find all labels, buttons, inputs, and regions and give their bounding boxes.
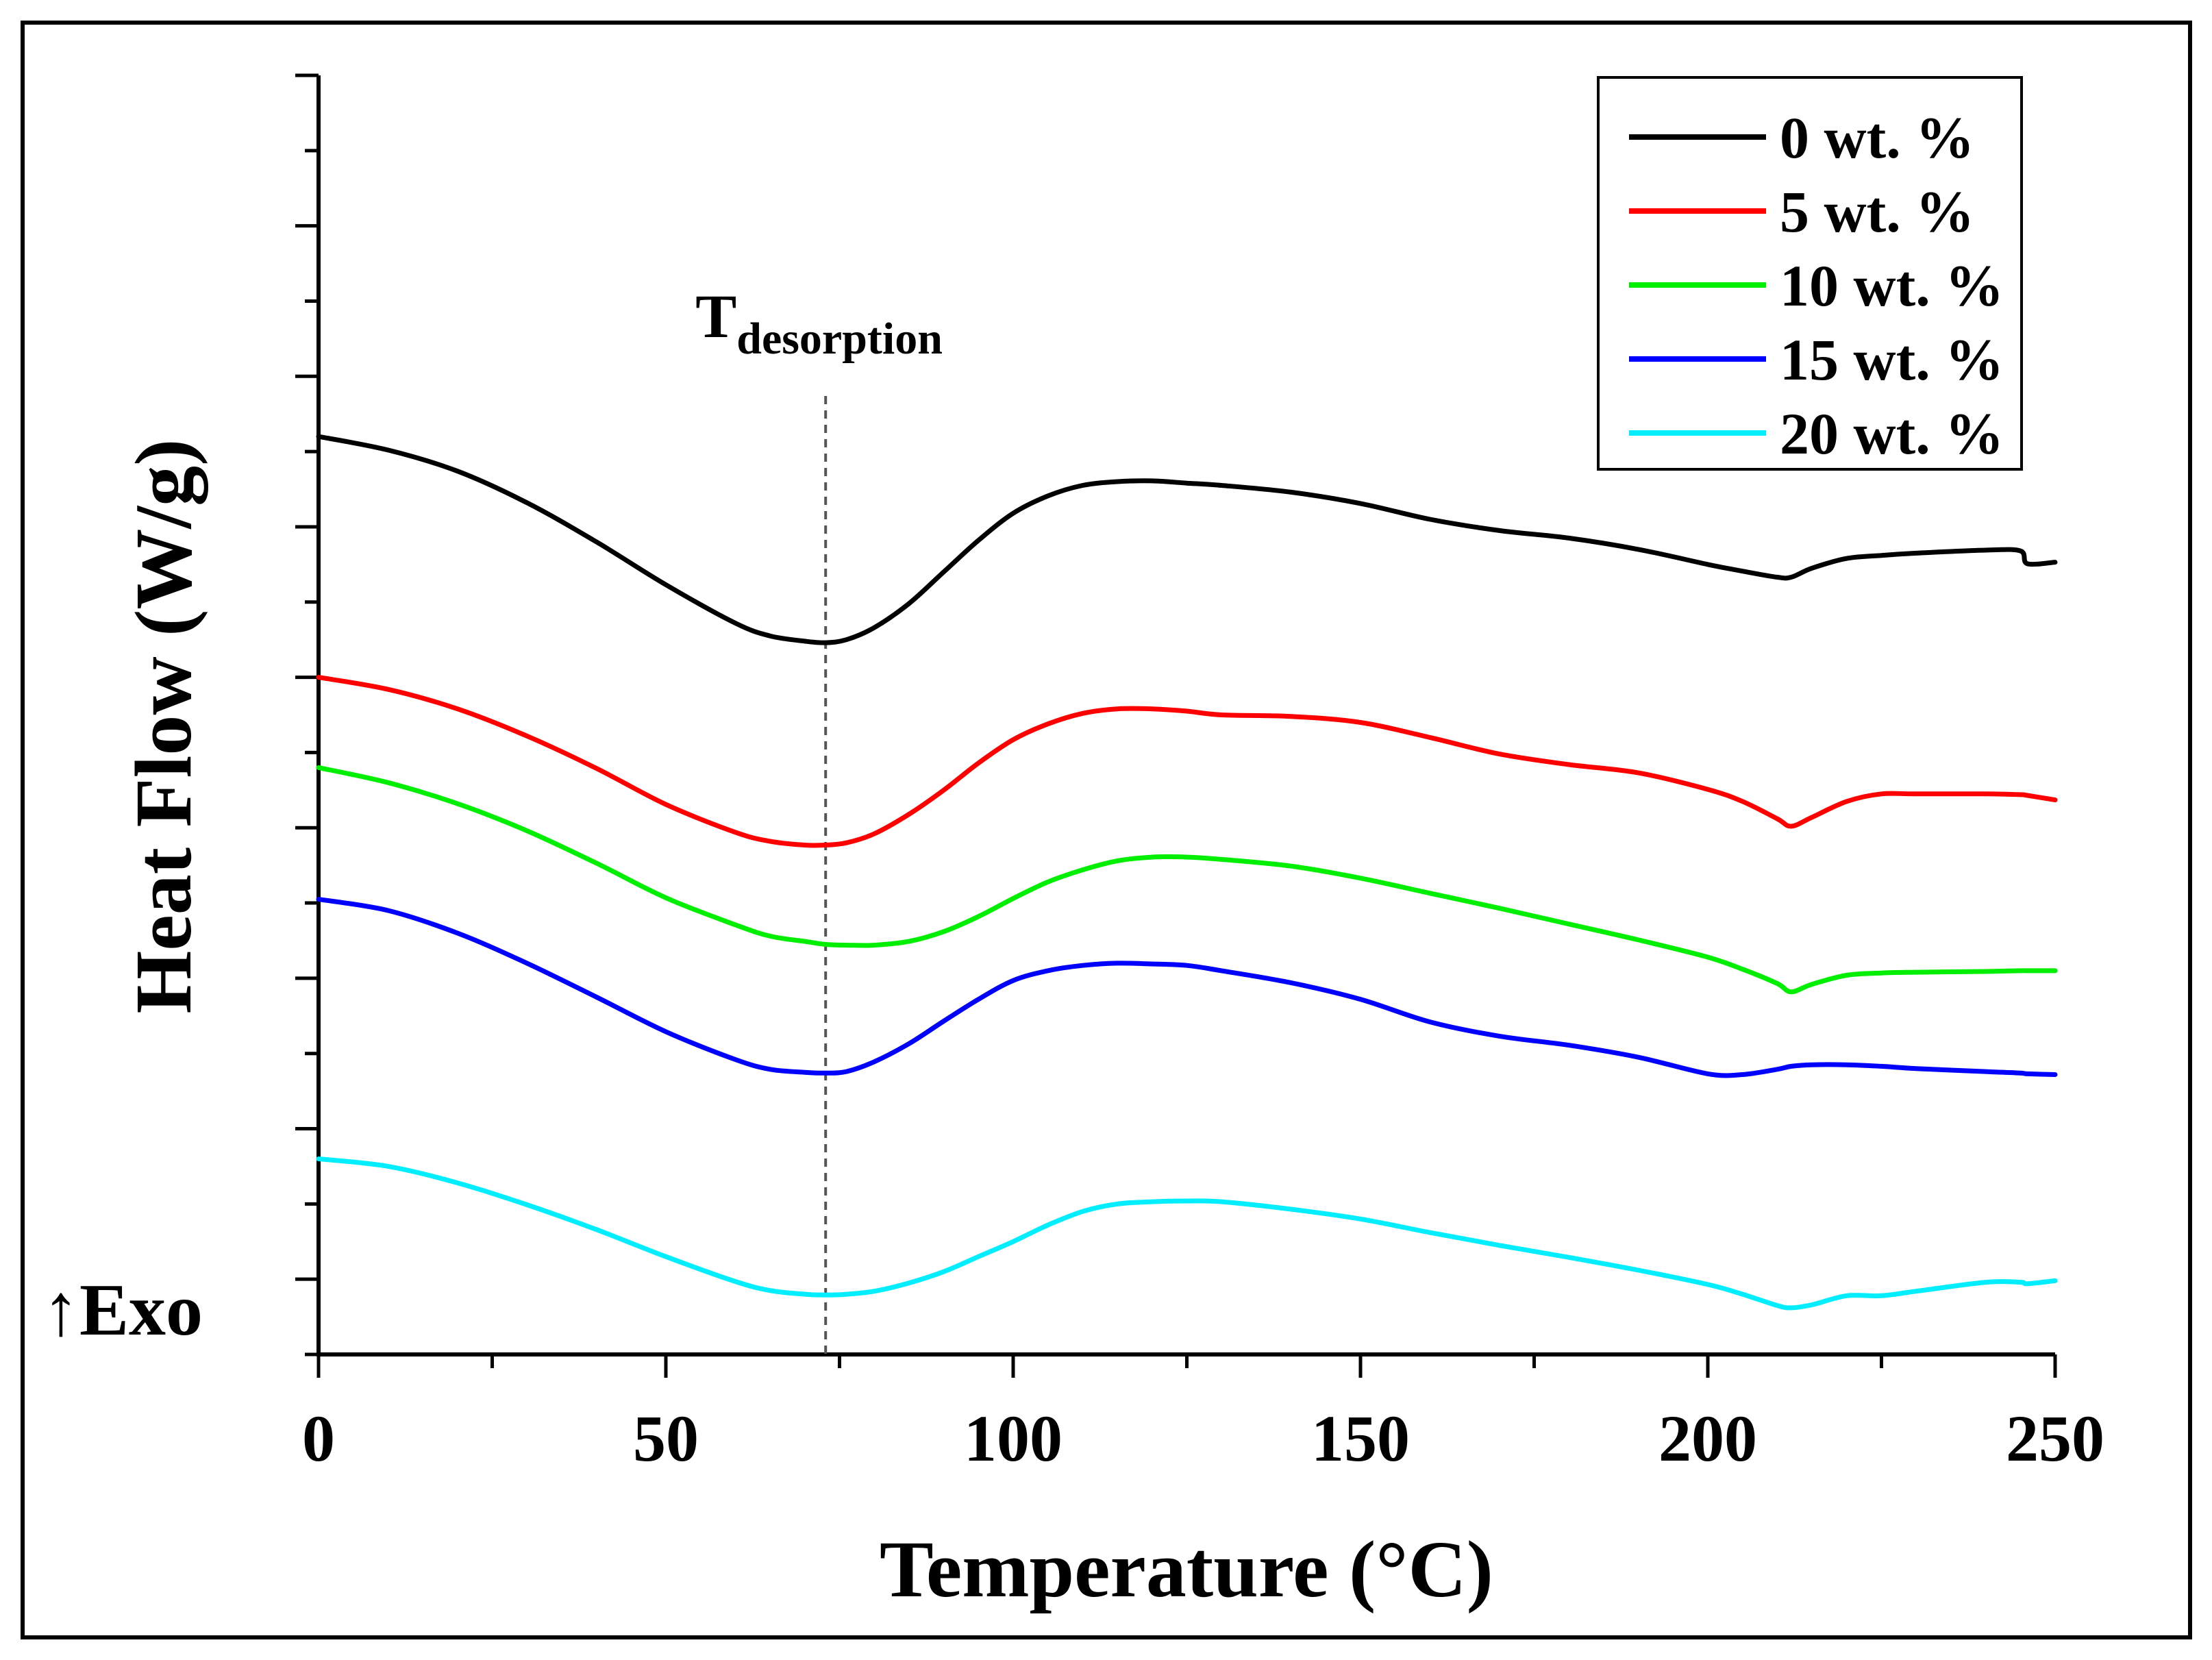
x-tick-label: 0 [302,1402,335,1475]
x-tick-labels: 0 50 100 150 200 250 [302,1402,2104,1475]
desorption-label-sub: desorption [736,314,943,364]
series-line [316,1156,2058,1311]
x-tick-label: 250 [2006,1402,2104,1475]
legend-label: 20 wt. % [1780,401,2004,467]
x-tick-label: 200 [1658,1402,1757,1475]
legend-label: 15 wt. % [1780,327,2004,393]
desorption-label-main: T [695,283,736,351]
x-tick-label: 50 [633,1402,699,1475]
x-tick-label: 100 [964,1402,1062,1475]
y-ticks [295,73,319,1357]
legend-items: 0 wt. % 5 wt. % 10 wt. % 15 wt. % 20 wt. % [1629,105,2004,467]
desorption-label: Tdesorption [695,283,943,364]
legend: 0 wt. % 5 wt. % 10 wt. % 15 wt. % 20 wt. % [1597,76,2023,471]
series-line [316,765,2058,995]
series-group [316,434,2058,1311]
legend-label: 0 wt. % [1780,105,1974,171]
x-ticks [316,1354,2057,1378]
series-line [316,897,2058,1078]
x-axis-title: Temperature (°C) [880,1524,1493,1614]
legend-label: 10 wt. % [1780,253,2004,319]
series-line [316,675,2058,848]
x-tick-label: 150 [1311,1402,1410,1475]
exo-label: ↑Exo [42,1269,203,1351]
legend-box [1597,76,2023,471]
series-line [316,434,2058,645]
legend-label: 5 wt. % [1780,179,1974,245]
y-axis-title: Heat Flow (W/g) [119,439,208,1014]
